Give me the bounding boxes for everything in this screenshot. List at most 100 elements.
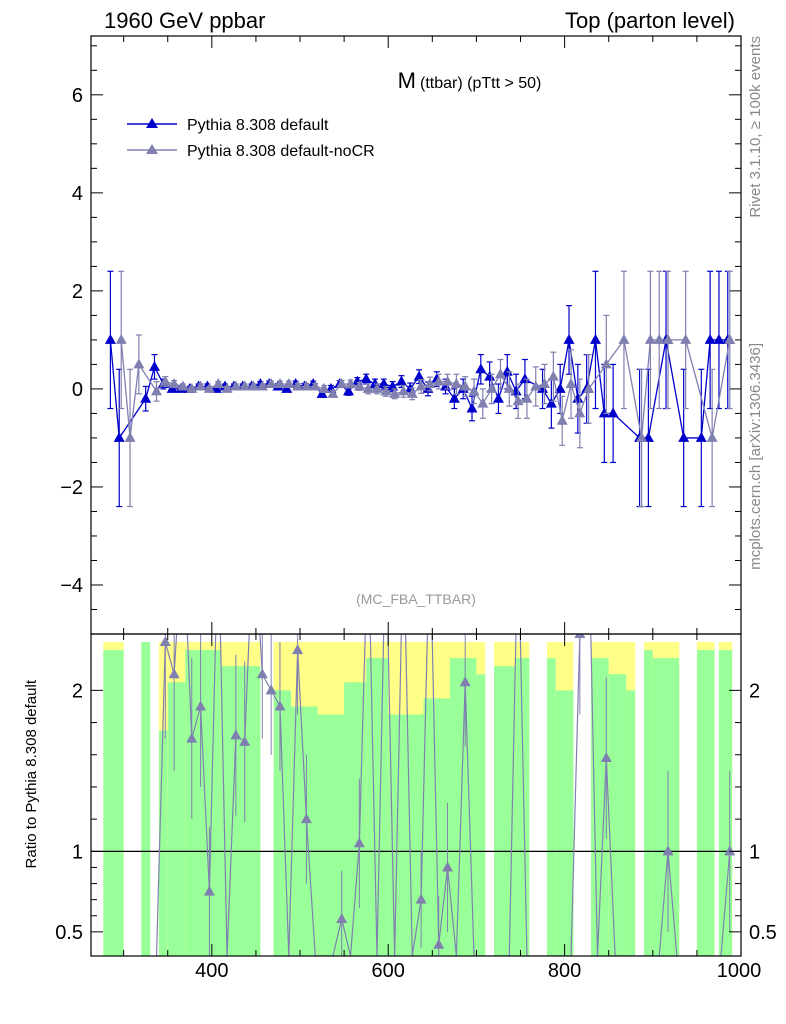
data-point — [565, 378, 577, 389]
header-right: Top (parton level) — [565, 8, 735, 33]
data-point — [678, 431, 690, 442]
data-point — [501, 365, 513, 376]
data-point — [239, 380, 251, 391]
data-point — [713, 333, 725, 344]
y-tick-label: −4 — [60, 575, 83, 597]
y-tick-label: 6 — [72, 85, 83, 107]
data-point — [512, 395, 524, 406]
data-point — [545, 397, 557, 408]
band-green — [608, 674, 627, 956]
y-tick-label: 0 — [72, 379, 83, 401]
data-point — [265, 378, 277, 389]
ratio-data-point — [433, 938, 445, 949]
data-point — [468, 385, 480, 396]
data-point — [256, 380, 268, 391]
main-panel: −4 −2 0 2 4 6 M (ttbar) (pTtt > 50) (MC_FBA_T… — [60, 35, 742, 635]
data-point — [387, 380, 399, 391]
data-point — [149, 360, 161, 371]
data-point — [644, 333, 656, 344]
band-green — [643, 650, 653, 956]
data-point — [104, 333, 116, 344]
y-tick-label: −2 — [60, 477, 83, 499]
data-point — [221, 382, 233, 393]
x-tick-label: 1000 — [717, 960, 762, 982]
data-point — [336, 378, 348, 389]
data-point — [415, 380, 427, 391]
legend-label-nocr: Pythia 8.308 default-noCR — [187, 143, 375, 160]
data-point — [572, 392, 584, 403]
y-tick-label: 2 — [72, 281, 83, 303]
data-point — [636, 431, 648, 442]
band-green — [273, 690, 292, 956]
data-point — [212, 378, 224, 389]
data-point — [300, 380, 312, 391]
data-point — [424, 378, 436, 389]
band-green — [344, 682, 367, 956]
data-point — [475, 363, 487, 374]
band-green — [103, 650, 124, 956]
ratio-data-point — [186, 732, 198, 743]
data-point — [554, 382, 566, 393]
data-point — [168, 378, 180, 389]
ratio-data-point — [600, 751, 612, 762]
x-tick-label: 600 — [372, 960, 405, 982]
data-point — [380, 385, 392, 396]
mcplots-label: mcplots.cern.ch [arXiv:1306.3436] — [747, 343, 764, 570]
ratio-panel-frame — [90, 633, 742, 957]
header-left: 1960 GeV ppbar — [104, 8, 265, 33]
ratio-uncertainty-bands — [103, 642, 733, 956]
legend-item-nocr: Pythia 8.308 default-noCR — [127, 143, 375, 160]
ratio-data-point — [336, 912, 348, 923]
data-point — [177, 380, 189, 391]
data-point — [113, 431, 125, 442]
data-point — [706, 431, 718, 442]
data-point — [547, 370, 559, 381]
ratio-y-tick-label: 1 — [72, 841, 83, 863]
data-point — [343, 385, 355, 396]
data-point — [539, 378, 551, 389]
band-green — [652, 658, 680, 956]
data-point — [484, 370, 496, 381]
ratio-data-point — [256, 668, 268, 679]
ratio-data-point — [265, 684, 277, 695]
ratio-data-point — [159, 636, 171, 647]
series-nocr — [115, 270, 736, 508]
top-series-group — [104, 270, 736, 508]
band-green — [291, 706, 318, 956]
data-point — [448, 392, 460, 403]
band-green — [141, 642, 151, 956]
data-point — [494, 368, 506, 379]
band-green — [158, 730, 168, 956]
data-point — [450, 378, 462, 389]
data-point — [360, 373, 372, 384]
ratio-series-line — [155, 634, 731, 956]
band-green — [718, 650, 733, 956]
analysis-tag: (MC_FBA_TTBAR) — [356, 591, 476, 607]
ratio-y-tick-labels: 0.5 0.5 1 1 2 2 — [55, 680, 777, 944]
data-point — [186, 382, 198, 393]
data-point — [397, 385, 409, 396]
band-green — [476, 674, 486, 956]
data-point — [556, 414, 568, 425]
data-point — [292, 380, 304, 391]
data-point — [133, 358, 145, 369]
band-green — [167, 682, 186, 956]
ratio-data-point — [274, 700, 286, 711]
ratio-data-point — [353, 837, 365, 848]
ratio-data-point — [574, 634, 586, 638]
ratio-data-point — [203, 885, 215, 896]
legend-marker-default — [146, 118, 158, 128]
ratio-data-point — [459, 676, 471, 687]
data-point — [563, 333, 575, 344]
data-point — [704, 333, 716, 344]
data-point — [486, 382, 498, 393]
data-point — [389, 387, 401, 398]
band-green — [626, 690, 636, 956]
ratio-data-point — [300, 813, 312, 824]
x-tick-label: 400 — [195, 960, 228, 982]
band-green — [220, 666, 261, 956]
data-point — [662, 333, 674, 344]
data-point — [230, 380, 242, 391]
x-tick-label: 800 — [548, 960, 581, 982]
